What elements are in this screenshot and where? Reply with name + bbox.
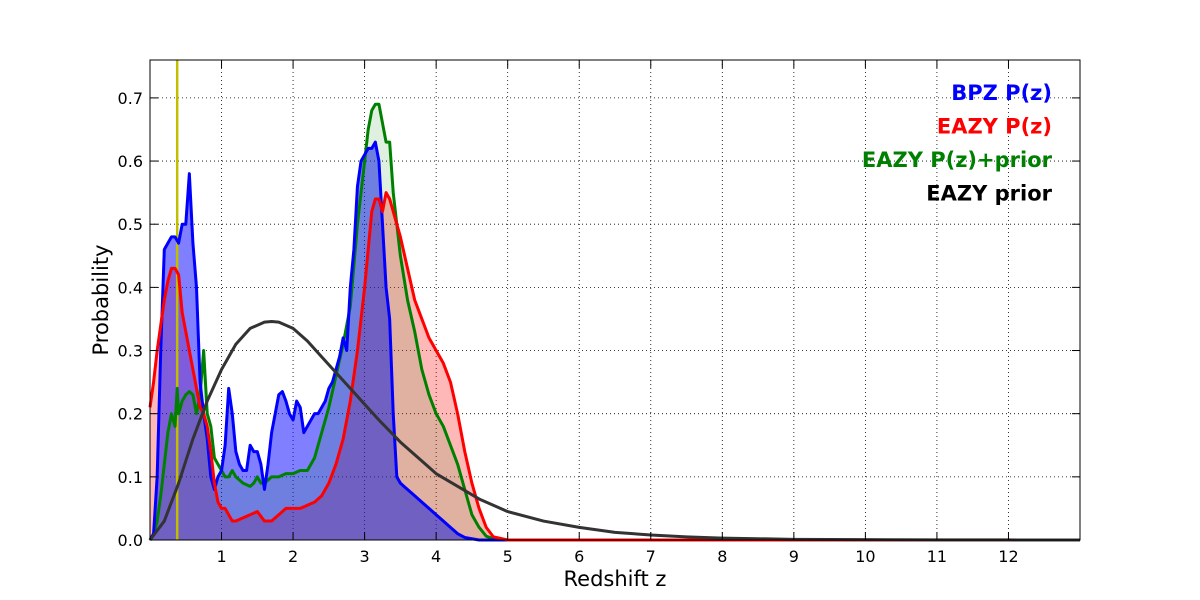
y-tick-label: 0.0 [118,531,143,550]
y-tick-label: 0.7 [118,89,143,108]
x-tick-label: 12 [998,547,1018,566]
plot-frame [149,59,1081,541]
tick-layer: 1 2 3 4 5 6 7 8 9 10 11 120.00.10.20.30.40.50.60.7 [118,60,1080,566]
legend-eazy-prior: EAZY prior [926,182,1052,206]
x-tick-label: 10 [855,547,875,566]
y-tick-label: 0.2 [118,405,143,424]
x-tick-label: 2 [288,547,298,566]
eazy-p-z-line [148,191,1080,542]
x-tick-label: 7 [646,547,656,566]
legend-layer: BPZ P(z) EAZY P(z) EAZY P(z)+prior EAZY pri… [862,81,1053,206]
y-tick-label: 0.4 [118,278,143,297]
y-tick-label: 0.3 [118,342,143,361]
y-axis-title: Probability [89,244,113,355]
legend-eazy-p-z-prior: EAZY P(z)+prior [862,148,1053,172]
bpz-p-z-line [148,140,1080,542]
y-tick-label: 0.1 [118,468,143,487]
legend-bpz-p-z: BPZ P(z) [951,81,1052,105]
eazy-p-z-prior-line [148,102,1080,542]
y-tick-label: 0.6 [118,152,143,171]
x-tick-label: 6 [574,547,584,566]
x-tick-label: 8 [717,547,727,566]
x-axis-title: Redshift z [564,567,667,591]
eazy-prior-line [148,319,1081,542]
x-tick-label: 4 [431,547,441,566]
x-tick-label: 1 [216,547,226,566]
legend-eazy-p-z: EAZY P(z) [937,115,1052,139]
x-tick-label: 11 [927,547,947,566]
x-tick-label: 3 [360,547,370,566]
line-layer [148,102,1081,542]
y-tick-label: 0.5 [118,215,143,234]
x-tick-label: 9 [789,547,799,566]
x-tick-label: 5 [503,547,513,566]
